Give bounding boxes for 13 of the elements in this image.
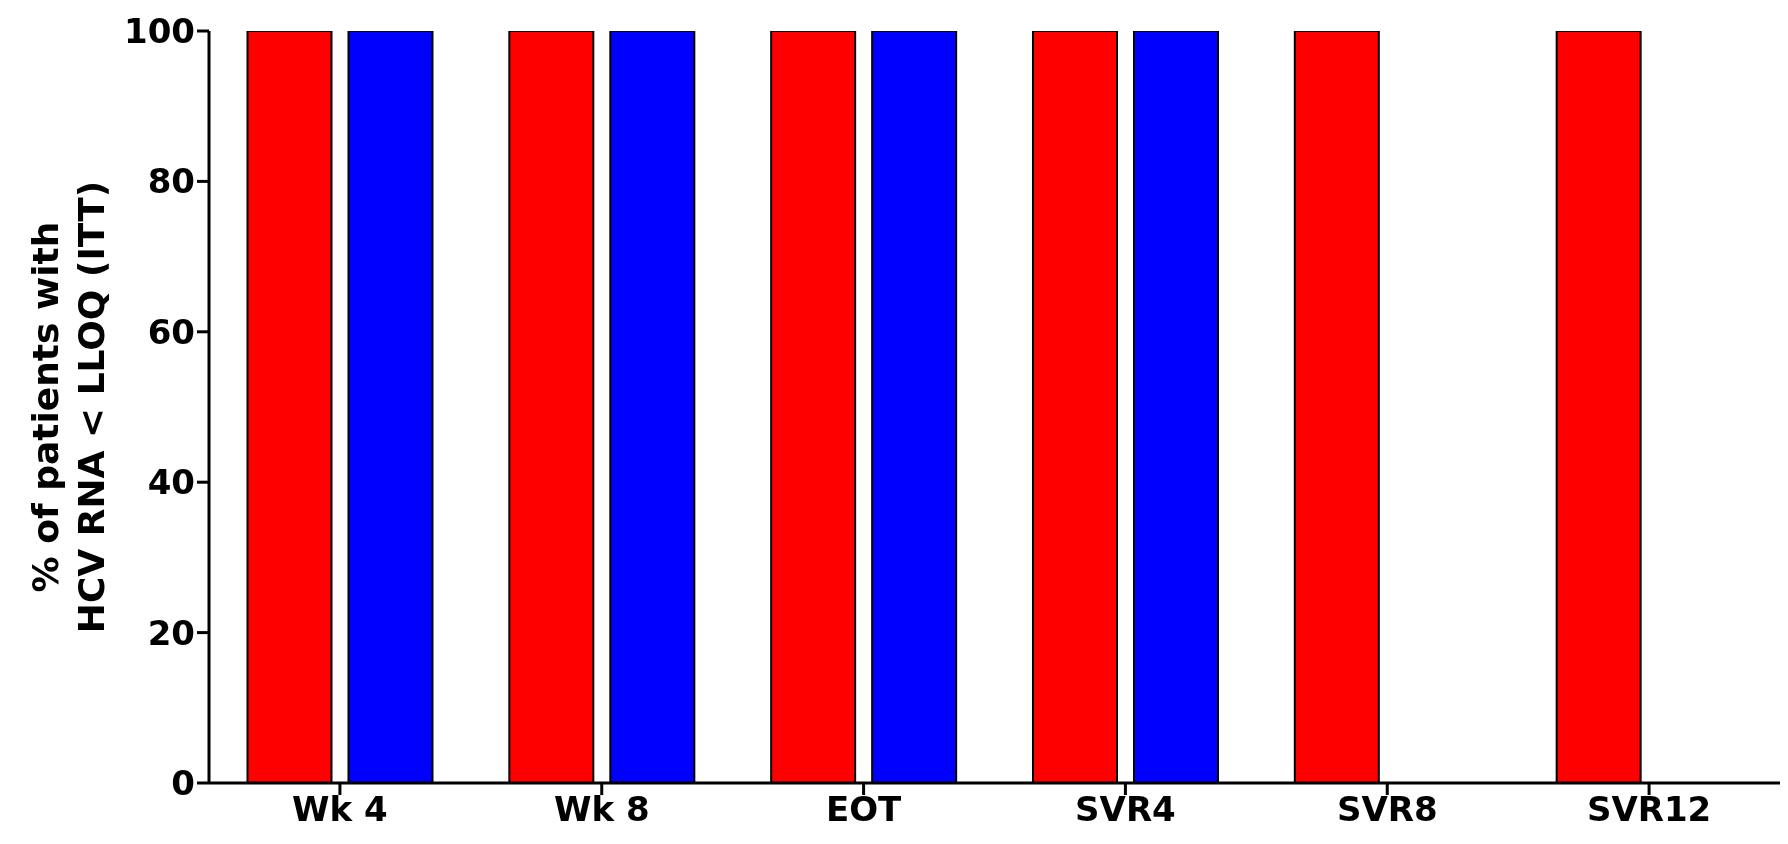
y-axis-title: % of patients with HCV RNA < LLOQ (ITT)	[25, 180, 112, 634]
y-tick-label: 100	[124, 11, 195, 52]
y-tick-label: 60	[147, 311, 195, 352]
x-tick-label: SVR4	[1075, 789, 1176, 830]
y-tick-label: 40	[147, 462, 195, 503]
x-tick-label: EOT	[825, 789, 903, 830]
y-tick-label: 0	[171, 763, 195, 804]
y-tick-label: 80	[147, 161, 195, 202]
x-tick-label: SVR12	[1586, 789, 1712, 830]
x-tick-label: SVR8	[1336, 789, 1438, 830]
x-tick-label: Wk 4	[292, 789, 388, 830]
y-tick-label: 20	[147, 612, 195, 653]
x-tick-label: Wk 8	[553, 789, 650, 830]
